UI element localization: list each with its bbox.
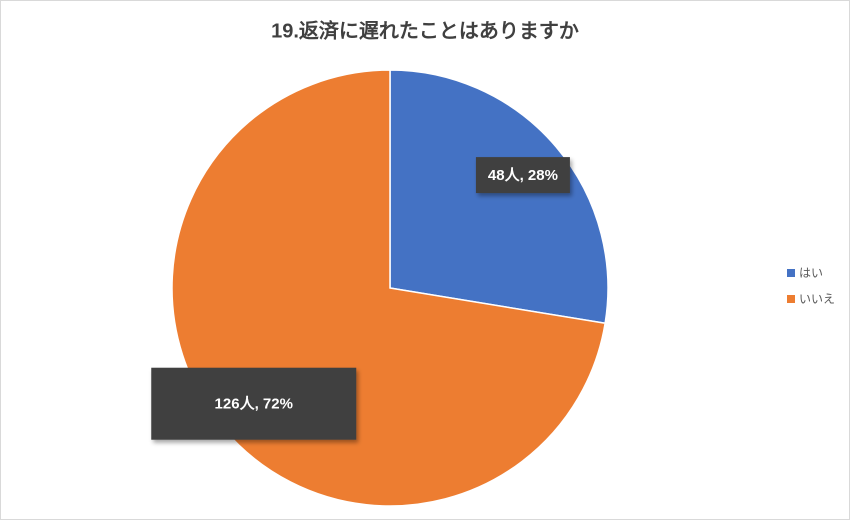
- data-label-box: [151, 367, 357, 440]
- chart-title: 19.返済に遅れたことはありますか: [271, 18, 579, 42]
- legend-label: いいえ: [799, 292, 835, 306]
- legend-swatch: [787, 269, 795, 277]
- data-label: 48人, 28%: [488, 167, 558, 184]
- legend-swatch: [787, 295, 795, 303]
- legend-label: はい: [799, 266, 823, 280]
- data-label-box: [475, 157, 570, 194]
- pie-slice: [389, 69, 609, 325]
- data-label: 126人, 72%: [215, 396, 293, 413]
